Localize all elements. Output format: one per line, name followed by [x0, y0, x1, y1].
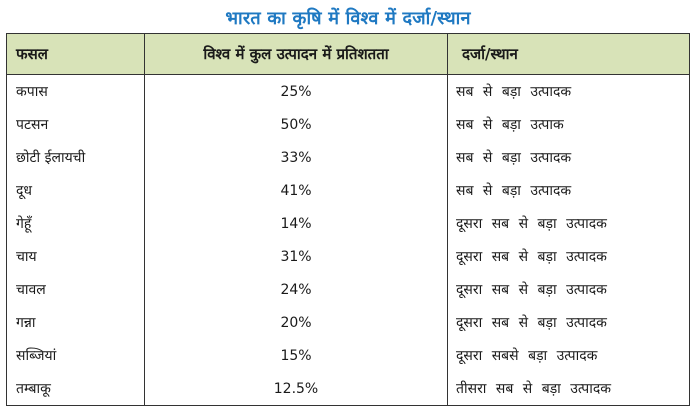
table-row: चावल 24% दूसरा सब से बड़ा उत्पादक: [7, 273, 689, 306]
rank-cell: तीसरा सब से बड़ा उत्पादक: [447, 372, 689, 405]
percentage-cell: 33%: [144, 141, 448, 174]
percentage-cell: 12.5%: [144, 372, 448, 405]
percentage-cell: 24%: [144, 273, 448, 306]
header-rank: दर्जा/स्थान: [447, 34, 689, 75]
percentage-cell: 15%: [144, 339, 448, 372]
rank-cell: सब से बड़ा उत्पादक: [447, 174, 689, 207]
crop-cell: गन्ना: [16, 315, 36, 331]
rank-cell: दूसरा सब से बड़ा उत्पादक: [447, 306, 689, 339]
crop-cell: चावल: [16, 282, 46, 298]
table-row: गेहूँ 14% दूसरा सब से बड़ा उत्पादक: [7, 207, 689, 240]
rank-cell: सब से बड़ा उत्पाक: [447, 108, 689, 141]
crop-cell: सब्जियां: [16, 348, 57, 364]
header-crop: फसल: [7, 34, 145, 75]
percentage-cell: 41%: [144, 174, 448, 207]
table-row: दूध 41% सब से बड़ा उत्पादक: [7, 174, 689, 207]
rank-cell: दूसरा सबसे बड़ा उत्पादक: [447, 339, 689, 372]
percentage-cell: 14%: [144, 207, 448, 240]
rank-cell: दूसरा सब से बड़ा उत्पादक: [447, 207, 689, 240]
rank-cell: सब से बड़ा उत्पादक: [447, 74, 689, 108]
table-body: कपास 25% सब से बड़ा उत्पादक पटसन 50% सब …: [7, 74, 689, 405]
percentage-cell: 20%: [144, 306, 448, 339]
table-row: गन्ना 20% दूसरा सब से बड़ा उत्पादक: [7, 306, 689, 339]
percentage-cell: 25%: [144, 74, 448, 108]
table-row: चाय 31% दूसरा सब से बड़ा उत्पादक: [7, 240, 689, 273]
table-header: फसल विश्व में कुल उत्पादन में प्रतिशतता …: [7, 34, 689, 75]
header-row: फसल विश्व में कुल उत्पादन में प्रतिशतता …: [7, 34, 689, 75]
crop-cell: तम्बाकू: [16, 381, 51, 397]
crop-cell: पटसन: [16, 117, 49, 133]
percentage-cell: 50%: [144, 108, 448, 141]
percentage-cell: 31%: [144, 240, 448, 273]
crop-cell: दूध: [16, 183, 33, 199]
rank-cell: दूसरा सब से बड़ा उत्पादक: [447, 273, 689, 306]
rank-cell: सब से बड़ा उत्पादक: [447, 141, 689, 174]
crop-ranking-table: फसल विश्व में कुल उत्पादन में प्रतिशतता …: [7, 34, 689, 405]
crop-ranking-table-container: फसल विश्व में कुल उत्पादन में प्रतिशतता …: [6, 33, 690, 406]
table-row: पटसन 50% सब से बड़ा उत्पाक: [7, 108, 689, 141]
table-row: छोटी ईलायची 33% सब से बड़ा उत्पादक: [7, 141, 689, 174]
crop-cell: चाय: [16, 249, 37, 265]
rank-cell: दूसरा सब से बड़ा उत्पादक: [447, 240, 689, 273]
table-row: कपास 25% सब से बड़ा उत्पादक: [7, 74, 689, 108]
header-percentage: विश्व में कुल उत्पादन में प्रतिशतता: [144, 34, 448, 75]
table-row: सब्जियां 15% दूसरा सबसे बड़ा उत्पादक: [7, 339, 689, 372]
table-row: तम्बाकू 12.5% तीसरा सब से बड़ा उत्पादक: [7, 372, 689, 405]
crop-cell: छोटी ईलायची: [16, 150, 86, 166]
cropped-text-fragment: [18, 0, 88, 2]
crop-cell: कपास: [16, 84, 48, 100]
page-title: भारत का कृषि में विश्व में दर्जा/स्थान: [225, 8, 471, 29]
crop-cell: गेहूँ: [16, 216, 32, 232]
